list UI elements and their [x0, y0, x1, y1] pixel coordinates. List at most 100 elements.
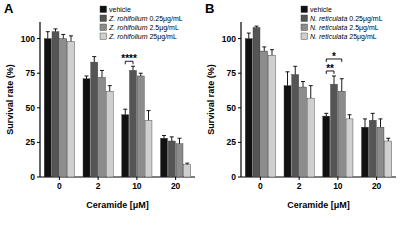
error-bar: [46, 32, 50, 39]
x-tick: [136, 177, 137, 180]
bar: [331, 84, 338, 177]
x-tick: [98, 177, 99, 180]
error-bar: [131, 66, 135, 70]
bar: [307, 98, 314, 177]
x-tick-label: 20: [372, 181, 382, 191]
legend-swatch: [100, 15, 107, 22]
error-bar: [123, 109, 127, 115]
bar: [284, 86, 291, 177]
x-tick: [260, 177, 261, 180]
legend-dose: 2.5μg/mL: [347, 24, 378, 32]
error-bar: [108, 86, 112, 92]
error-bar: [92, 57, 96, 63]
legend-swatch: [100, 24, 107, 31]
error-bar: [85, 76, 89, 79]
bar: [99, 77, 106, 177]
error-bar: [340, 79, 344, 91]
x-axis-label: Ceramide [μM]: [86, 200, 149, 210]
sig-label: ****: [121, 53, 137, 64]
error-bar: [139, 73, 143, 76]
bar: [245, 39, 252, 177]
error-bar: [61, 34, 65, 38]
x-tick-label: 20: [171, 181, 181, 191]
x-tick: [299, 177, 300, 180]
legend-label: vehicle: [109, 6, 131, 13]
bar: [269, 55, 276, 177]
legend-label: N. reticulata 0.25μg/mL: [310, 15, 383, 23]
error-bar: [69, 36, 73, 42]
legend-label: Z. rohifolium 0.25μg/mL: [108, 15, 183, 23]
legend-label: N. reticulata 25μg/mL: [310, 33, 377, 41]
bar: [300, 87, 307, 177]
error-bar: [379, 119, 383, 127]
bar: [385, 141, 392, 177]
error-bar: [324, 113, 328, 116]
error-bar: [371, 113, 375, 120]
panel-label: B: [205, 1, 214, 16]
bar: [145, 120, 152, 177]
bar: [292, 75, 299, 177]
legend-swatch: [100, 33, 107, 40]
legend-label: N. reticulata 2.5μg/mL: [310, 24, 379, 32]
legend-swatch: [301, 15, 308, 22]
legend-dose: 0.25μg/mL: [148, 15, 183, 23]
legend-swatch: [100, 6, 107, 13]
y-tick-label: 0: [30, 172, 35, 182]
legend-species: Z. rohifolium: [108, 33, 148, 40]
y-tick-label: 50: [26, 103, 36, 113]
sig-label: *: [332, 51, 336, 62]
x-axis-label: Ceramide [μM]: [287, 200, 350, 210]
error-bar: [162, 135, 166, 138]
y-tick-label: 75: [26, 68, 36, 78]
x-tick: [376, 177, 377, 180]
plot-marks: [245, 26, 391, 177]
error-bar: [332, 76, 336, 84]
error-bar: [178, 138, 182, 144]
error-bar: [54, 29, 58, 32]
sig-label: **: [326, 63, 334, 74]
error-bar: [348, 115, 352, 119]
y-axis-label: Survival rate (%): [5, 64, 15, 135]
error-bar: [255, 26, 259, 27]
y-tick-label: 75: [227, 68, 237, 78]
legend-label: Z. rohifolium 25μg/mL: [108, 33, 177, 41]
legend-dose: 0.25μg/mL: [347, 15, 382, 23]
legend-label: Z. rohifolium 2.5μg/mL: [108, 24, 179, 32]
error-bar: [185, 163, 189, 164]
x-tick-label: 10: [132, 181, 142, 191]
x-tick-label: 10: [333, 181, 343, 191]
figure: A Survival rate (%) 0 25 50 75 100 0 2 10 20 Cerami…: [0, 0, 401, 232]
error-bar: [100, 70, 104, 77]
bar: [161, 138, 168, 177]
y-tick-label: 25: [26, 137, 36, 147]
y-tick-label: 100: [222, 34, 236, 44]
legend-species: N. reticulata: [310, 33, 347, 40]
y-axis: [39, 22, 40, 177]
bar: [261, 51, 268, 177]
bar: [168, 141, 175, 177]
legend-label: vehicle: [310, 6, 332, 13]
legend-swatch: [301, 24, 308, 31]
legend-dose: 25μg/mL: [148, 33, 177, 41]
bar: [253, 28, 260, 177]
x-tick-label: 2: [96, 181, 101, 191]
panel-label: A: [4, 1, 14, 16]
x-tick-label: 0: [258, 181, 263, 191]
bar: [44, 39, 51, 177]
bar: [130, 70, 137, 177]
legend-dose: 25μg/mL: [347, 33, 376, 41]
bar: [83, 79, 90, 177]
panel: BSurvival rate (%)0255075100021020Cerami…: [205, 1, 396, 210]
error-bar: [301, 82, 305, 88]
bar: [52, 32, 59, 177]
error-bar: [170, 137, 174, 141]
bar: [323, 116, 330, 177]
error-bar: [147, 111, 151, 121]
x-tick: [337, 177, 338, 180]
legend-dose: 2.5μg/mL: [148, 24, 179, 32]
error-bar: [363, 119, 367, 127]
bar: [68, 41, 75, 177]
y-axis-label: Survival rate (%): [206, 64, 216, 135]
legend-swatch: [301, 33, 308, 40]
y-tick-label: 100: [21, 34, 35, 44]
